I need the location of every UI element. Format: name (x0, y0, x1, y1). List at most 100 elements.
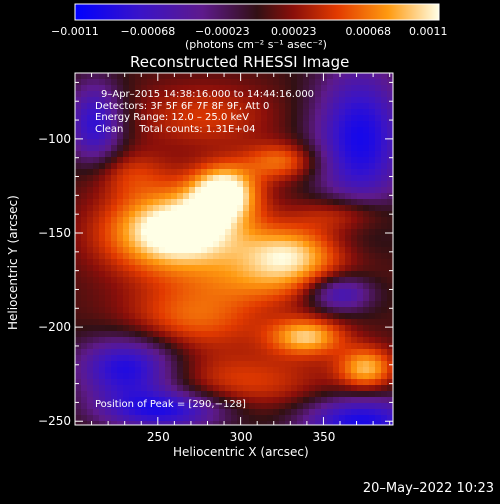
heatmap-cell (93, 199, 100, 206)
heatmap-cell (243, 139, 250, 146)
heatmap-cell (297, 73, 304, 80)
heatmap-cell (345, 271, 352, 278)
heatmap-cell (153, 325, 160, 332)
heatmap-cell (357, 325, 364, 332)
heatmap-cell (183, 121, 190, 128)
heatmap-cell (123, 313, 130, 320)
heatmap-cell (345, 109, 352, 116)
heatmap-cell (189, 277, 196, 284)
heatmap-cell (159, 379, 166, 386)
heatmap-cell (195, 265, 202, 272)
heatmap-cell (387, 115, 393, 122)
heatmap-cell (279, 415, 286, 422)
heatmap-cell (351, 133, 358, 140)
heatmap-cell (75, 247, 82, 254)
heatmap-cell (285, 337, 292, 344)
heatmap-cell (285, 259, 292, 266)
heatmap-cell (135, 139, 142, 146)
heatmap-cell (105, 355, 112, 362)
heatmap-cell (141, 331, 148, 338)
heatmap-cell (273, 229, 280, 236)
heatmap-cell (177, 265, 184, 272)
timestamp: 20–May–2022 10:23 (362, 481, 494, 496)
heatmap-cell (261, 403, 268, 410)
heatmap-cell (159, 97, 166, 104)
heatmap-cell (279, 187, 286, 194)
heatmap-cell (195, 241, 202, 248)
heatmap-cell (75, 373, 82, 380)
heatmap-cell (87, 313, 94, 320)
heatmap-cell (231, 295, 238, 302)
heatmap-cell (81, 367, 88, 374)
heatmap-cell (135, 103, 142, 110)
heatmap-cell (255, 157, 262, 164)
heatmap-cell (363, 403, 370, 410)
heatmap-cell (105, 253, 112, 260)
heatmap-cell (279, 103, 286, 110)
heatmap-cell (141, 379, 148, 386)
heatmap-cell (201, 379, 208, 386)
colorbar (74, 3, 440, 21)
heatmap-cell (117, 337, 124, 344)
heatmap-cell (297, 313, 304, 320)
heatmap-cell (117, 127, 124, 134)
heatmap-cell (249, 163, 256, 170)
heatmap-cell (309, 115, 316, 122)
heatmap-cell (189, 385, 196, 392)
heatmap-cell (207, 277, 214, 284)
heatmap-cell (135, 379, 142, 386)
heatmap-cell (279, 241, 286, 248)
heatmap-cell (207, 115, 214, 122)
heatmap-cell (81, 229, 88, 236)
heatmap-cell (75, 403, 82, 410)
heatmap-cell (159, 397, 166, 404)
heatmap-cell (297, 217, 304, 224)
heatmap-cell (363, 187, 370, 194)
heatmap-cell (363, 295, 370, 302)
heatmap-cell (267, 79, 274, 86)
heatmap-cell (153, 319, 160, 326)
heatmap-cell (81, 265, 88, 272)
heatmap-cell (195, 211, 202, 218)
heatmap-cell (231, 181, 238, 188)
heatmap-cell (285, 211, 292, 218)
heatmap-cell (105, 205, 112, 212)
heatmap-cell (87, 319, 94, 326)
heatmap-cell (249, 307, 256, 314)
heatmap-cell (183, 163, 190, 170)
heatmap-cell (321, 169, 328, 176)
heatmap-cell (153, 241, 160, 248)
heatmap-cell (315, 379, 322, 386)
heatmap-cell (285, 253, 292, 260)
heatmap-cell (333, 253, 340, 260)
heatmap-cell (147, 391, 154, 398)
heatmap-cell (303, 265, 310, 272)
heatmap-cell (225, 181, 232, 188)
heatmap-cell (363, 367, 370, 374)
heatmap-cell (135, 223, 142, 230)
heatmap-cell (183, 313, 190, 320)
heatmap-cell (147, 289, 154, 296)
heatmap-cell (195, 331, 202, 338)
heatmap-cell (159, 91, 166, 98)
heatmap-cell (339, 349, 346, 356)
heatmap-cell (315, 115, 322, 122)
heatmap-cell (255, 175, 262, 182)
heatmap-cell (177, 361, 184, 368)
heatmap-cell (339, 223, 346, 230)
heatmap-cell (225, 415, 232, 422)
heatmap-cell (213, 91, 220, 98)
heatmap-cell (309, 415, 316, 422)
heatmap-cell (165, 373, 172, 380)
heatmap-cell (117, 205, 124, 212)
heatmap-cell (309, 223, 316, 230)
heatmap-cell (135, 355, 142, 362)
heatmap-cell (273, 415, 280, 422)
chart-title: Reconstructed RHESSI Image (130, 53, 350, 71)
heatmap-cell (81, 325, 88, 332)
heatmap-cell (339, 103, 346, 110)
heatmap-cell (213, 271, 220, 278)
heatmap-cell (117, 343, 124, 350)
heatmap-cell (183, 391, 190, 398)
heatmap-cell (357, 331, 364, 338)
